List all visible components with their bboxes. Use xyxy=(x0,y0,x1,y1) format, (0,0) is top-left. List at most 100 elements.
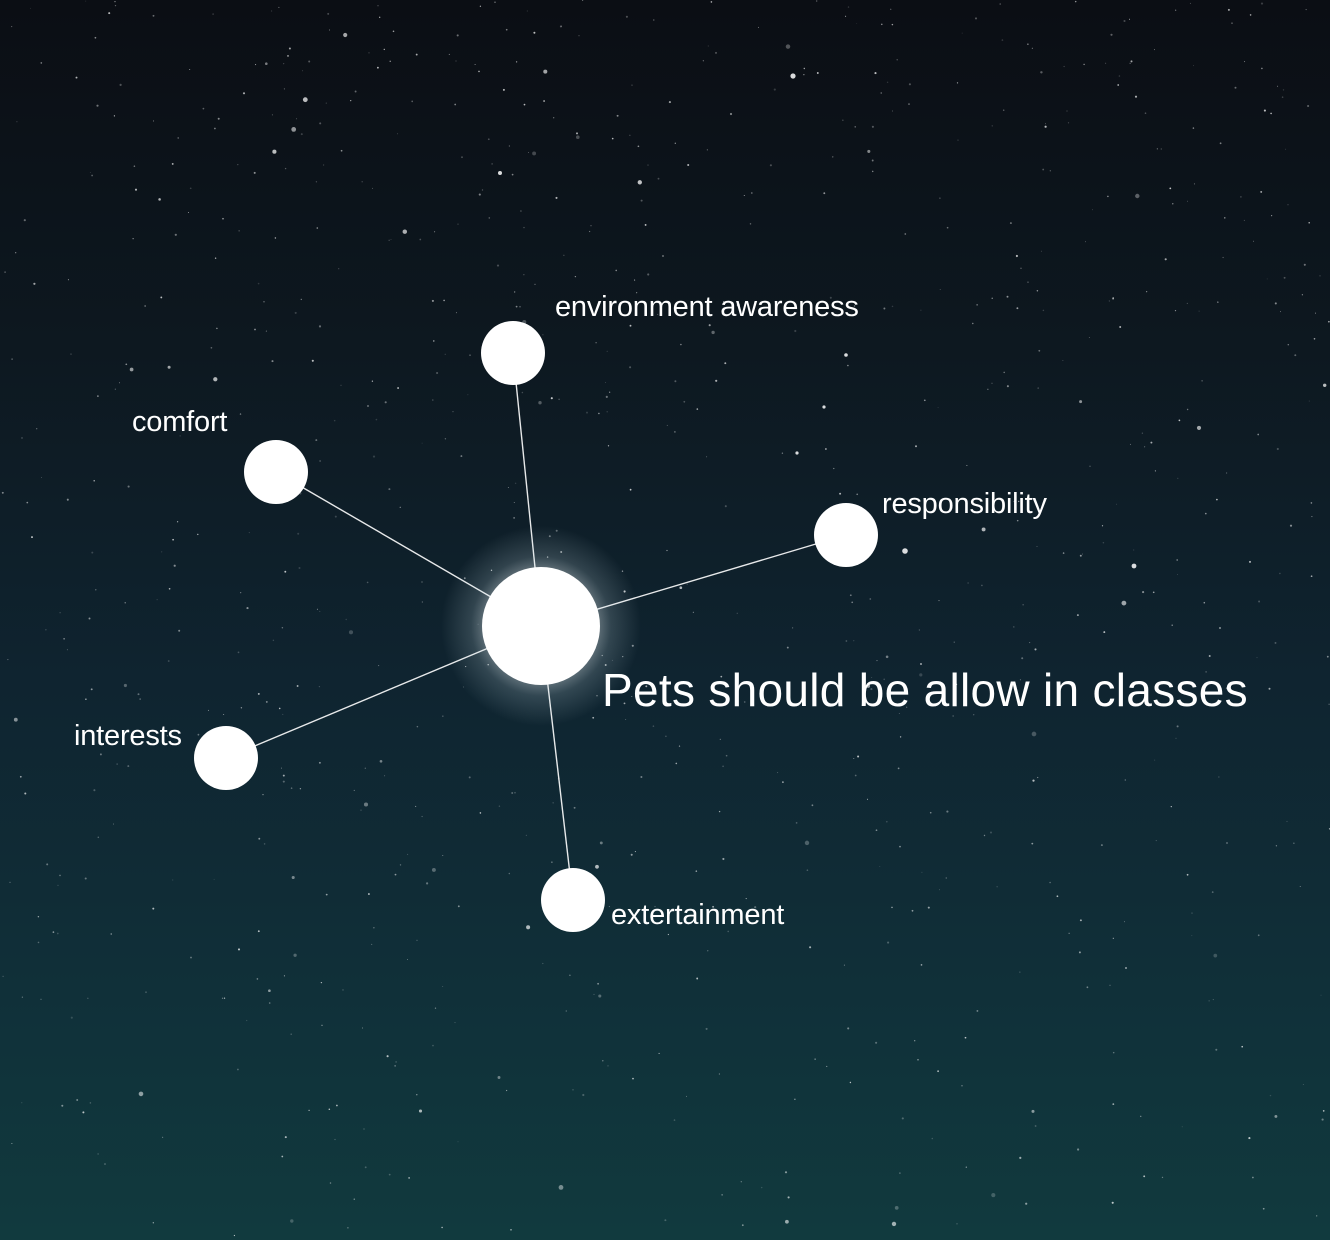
star xyxy=(1029,642,1031,644)
star xyxy=(666,549,668,552)
star xyxy=(505,28,508,31)
star xyxy=(233,1234,235,1237)
star xyxy=(1279,572,1281,575)
star xyxy=(981,584,983,587)
star xyxy=(937,407,939,409)
node-comfort[interactable] xyxy=(244,440,308,504)
star xyxy=(1161,1176,1164,1179)
star xyxy=(513,501,515,504)
star xyxy=(1038,349,1041,352)
star xyxy=(318,685,321,688)
star xyxy=(1227,8,1230,11)
star xyxy=(455,312,457,314)
star xyxy=(160,296,163,299)
bright-star xyxy=(498,171,502,175)
star xyxy=(1063,65,1065,68)
star xyxy=(904,233,907,235)
star xyxy=(588,230,591,233)
star xyxy=(1328,320,1330,323)
star xyxy=(560,25,562,27)
star xyxy=(927,906,930,909)
star xyxy=(898,712,900,714)
star xyxy=(514,291,516,293)
star xyxy=(94,36,97,39)
star xyxy=(139,698,141,700)
star xyxy=(293,953,297,957)
star xyxy=(1299,885,1301,887)
star xyxy=(1049,881,1051,884)
star xyxy=(696,408,699,410)
star xyxy=(523,274,525,276)
star xyxy=(722,857,725,861)
star xyxy=(85,698,87,700)
star xyxy=(1102,542,1105,544)
star xyxy=(1031,842,1034,845)
star xyxy=(559,25,562,28)
star xyxy=(481,189,484,191)
star xyxy=(1328,703,1330,705)
star xyxy=(991,1193,996,1198)
star xyxy=(1086,986,1089,989)
star xyxy=(46,863,49,866)
star xyxy=(1034,1125,1037,1127)
star xyxy=(167,660,170,662)
star xyxy=(367,893,370,895)
star xyxy=(152,1222,154,1224)
star xyxy=(328,1108,331,1110)
star xyxy=(371,943,373,945)
star xyxy=(740,1181,742,1183)
star xyxy=(891,305,894,308)
star xyxy=(202,107,205,110)
star xyxy=(271,114,273,116)
star xyxy=(715,379,718,382)
node-environment[interactable] xyxy=(481,321,545,385)
star xyxy=(634,279,636,281)
star xyxy=(283,975,285,977)
star xyxy=(318,761,321,764)
star xyxy=(616,114,619,117)
star xyxy=(1215,1048,1218,1051)
star xyxy=(114,0,116,3)
star xyxy=(290,787,293,789)
star xyxy=(104,1163,106,1165)
star xyxy=(497,1076,501,1079)
star xyxy=(712,905,715,908)
star xyxy=(442,855,444,856)
star xyxy=(908,83,911,86)
star xyxy=(1160,148,1162,150)
star xyxy=(24,792,27,795)
node-entertainment[interactable] xyxy=(541,868,605,932)
central-node[interactable] xyxy=(482,567,600,685)
star xyxy=(329,1182,332,1184)
star xyxy=(736,303,740,307)
star xyxy=(137,693,140,696)
star xyxy=(1040,250,1042,252)
star xyxy=(673,1119,676,1121)
star xyxy=(283,88,285,90)
star xyxy=(523,103,526,106)
star xyxy=(454,1022,456,1024)
star xyxy=(1019,679,1021,681)
node-interests[interactable] xyxy=(194,726,258,790)
star xyxy=(631,696,633,697)
star xyxy=(457,905,460,908)
star xyxy=(1285,148,1287,150)
star xyxy=(645,685,648,688)
star xyxy=(432,1044,434,1047)
star xyxy=(1111,1201,1114,1204)
star xyxy=(1049,170,1051,172)
star xyxy=(443,299,445,302)
star xyxy=(212,13,214,15)
star xyxy=(825,448,827,450)
star xyxy=(634,851,636,853)
star xyxy=(366,404,370,408)
star xyxy=(1068,932,1070,934)
star xyxy=(436,371,439,375)
star xyxy=(84,877,87,880)
star xyxy=(1261,67,1263,70)
star xyxy=(255,64,257,66)
star xyxy=(265,700,268,703)
star xyxy=(707,950,709,952)
node-responsibility[interactable] xyxy=(814,503,878,567)
